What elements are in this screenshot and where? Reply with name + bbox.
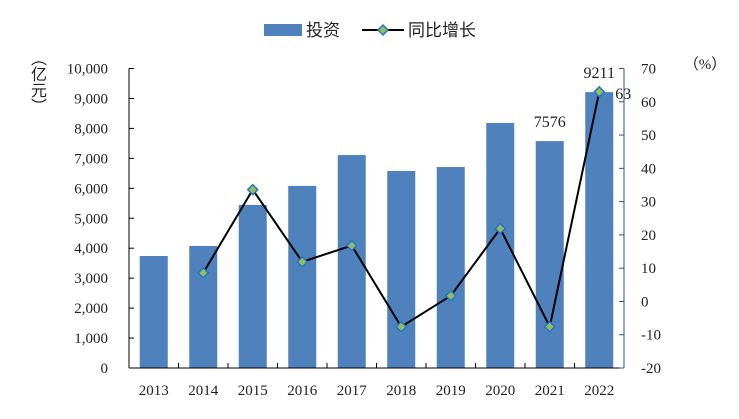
- right-tick-label: 10: [641, 261, 656, 277]
- right-tick-label: -20: [641, 361, 661, 377]
- left-tick-label: 0: [101, 361, 109, 377]
- left-tick-label: 7,000: [74, 151, 108, 167]
- bar-2018: [387, 170, 416, 368]
- left-tick-label: 8,000: [74, 121, 108, 137]
- right-tick-label: -10: [641, 328, 661, 344]
- x-tick-label: 2014: [188, 383, 219, 399]
- left-axis-title: （亿元）: [28, 50, 47, 114]
- x-tick-label: 2022: [584, 383, 614, 399]
- left-tick-label: 4,000: [74, 241, 108, 257]
- x-tick-label: 2017: [337, 383, 368, 399]
- legend-bar-label: 投资: [306, 21, 340, 41]
- left-tick-label: 9,000: [74, 91, 108, 107]
- x-tick-label: 2019: [436, 383, 466, 399]
- legend-marker-icon: [376, 23, 390, 37]
- legend-bar-swatch: [264, 24, 302, 36]
- x-tick-label: 2018: [386, 383, 416, 399]
- right-tick-label: 40: [641, 161, 656, 177]
- growth-marker-2020: [494, 222, 507, 235]
- x-tick-label: 2015: [238, 383, 268, 399]
- bar-2019: [436, 167, 465, 368]
- line-data-label: 63: [615, 86, 631, 103]
- right-axis-title: （%）: [684, 56, 727, 73]
- bar-2020: [486, 123, 515, 368]
- left-tick-label: 5,000: [74, 211, 108, 227]
- bar-2015: [238, 204, 267, 368]
- x-tick-label: 2016: [287, 383, 318, 399]
- right-tick-label: 20: [641, 228, 656, 244]
- growth-marker-2018: [395, 320, 408, 333]
- bar-data-label: 9211: [584, 65, 615, 82]
- bar-2014: [189, 245, 218, 368]
- bar-2016: [288, 185, 317, 368]
- right-tick-label: 60: [641, 95, 656, 111]
- growth-marker-2019: [444, 289, 457, 302]
- left-tick-label: 10,000: [67, 62, 108, 78]
- right-tick-label: 50: [641, 128, 656, 144]
- x-tick-label: 2021: [535, 383, 565, 399]
- growth-marker-2015: [246, 183, 259, 196]
- left-tick-label: 3,000: [74, 271, 108, 287]
- x-tick-label: 2020: [485, 383, 515, 399]
- left-tick-label: 2,000: [74, 301, 108, 317]
- growth-marker-2016: [296, 255, 309, 268]
- right-tick-label: 30: [641, 195, 656, 211]
- growth-marker-2022: [593, 85, 606, 98]
- growth-marker-2021: [543, 320, 556, 333]
- bar-2021: [535, 141, 564, 368]
- right-tick-label: 0: [641, 294, 649, 310]
- left-tick-label: 6,000: [74, 181, 108, 197]
- legend-line-label: 同比增长: [408, 21, 476, 41]
- x-tick-label: 2013: [139, 383, 169, 399]
- bar-data-label: 7576: [534, 114, 566, 131]
- growth-marker-2017: [345, 239, 358, 252]
- growth-marker-2014: [197, 266, 210, 279]
- left-tick-label: 1,000: [74, 331, 108, 347]
- bar-2013: [139, 255, 168, 368]
- right-tick-label: 70: [641, 62, 656, 78]
